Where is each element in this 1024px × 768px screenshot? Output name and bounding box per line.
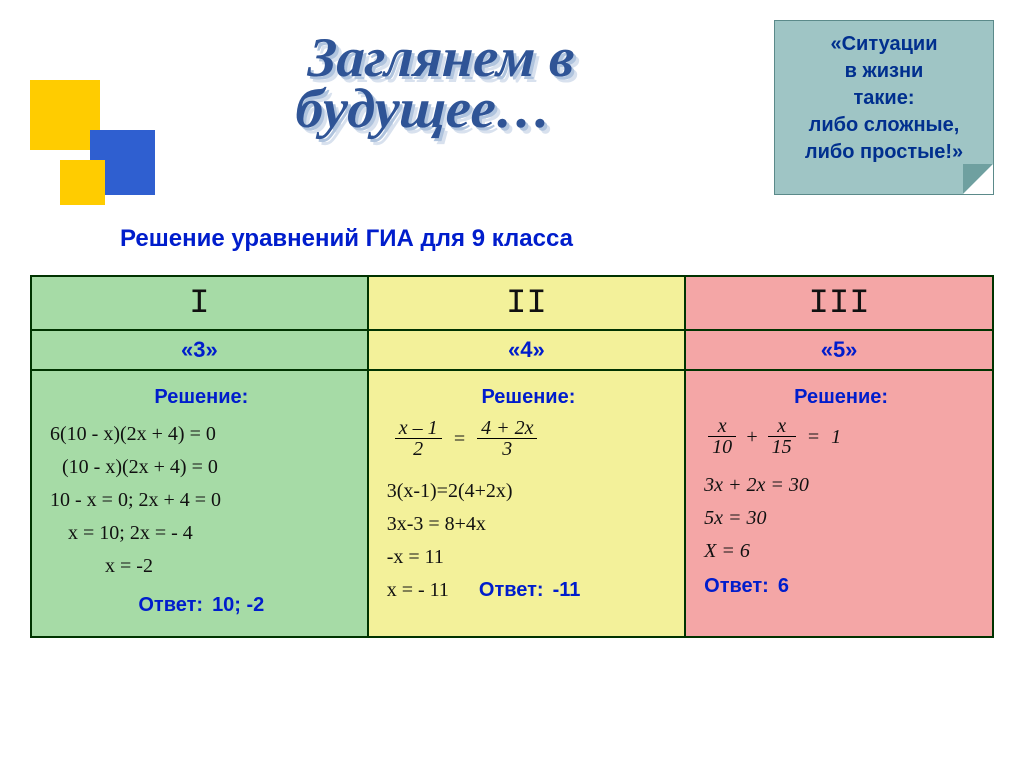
eq-line: -x = 11 (387, 541, 670, 574)
wordart-line2: будущее… (117, 81, 720, 137)
wordart-title: Заглянем в будущее… (117, 30, 723, 137)
decor-square-3 (60, 160, 105, 205)
table-row-solution: Решение: 6(10 - x)(2x + 4) = 0 (10 - x)(… (31, 370, 993, 637)
eq-line: (10 - x)(2x + 4) = 0 (50, 451, 353, 484)
eq-line: 10 - x = 0; 2x + 4 = 0 (50, 484, 353, 517)
solution-label: Решение: (50, 381, 353, 414)
roman-3: III (686, 277, 992, 329)
eq-line: x = -2 (50, 550, 353, 583)
quote-note: «Ситуации в жизни такие: либо сложные, л… (774, 20, 994, 195)
roman-2: II (369, 277, 684, 329)
grade-3: «5» (686, 331, 992, 369)
table-row-roman: I II III (31, 276, 993, 330)
eq-line: 5x = 30 (704, 502, 978, 535)
solution-label: Решение: (387, 381, 670, 414)
solution-2: Решение: x – 12 = 4 + 2x3 3(x-1)=2(4+2x)… (369, 371, 684, 621)
answer-label: Ответ: (138, 594, 203, 616)
solutions-table: I II III «3» «4» «5» Решение: 6(10 - x)(… (30, 275, 994, 638)
grade-1: «3» (32, 331, 367, 369)
eq-line: x = 10; 2x = - 4 (50, 517, 353, 550)
roman-1: I (32, 277, 367, 329)
eq-line: 3x + 2x = 30 (704, 469, 978, 502)
eq-line: 3x-3 = 8+4x (387, 508, 670, 541)
answer-value: -11 (553, 579, 581, 601)
frac-equation: x – 12 = 4 + 2x3 (395, 420, 670, 461)
answer-label: Ответ: (704, 575, 769, 597)
frac-equation: x10 + x15 = 1 (708, 418, 978, 459)
note-line: либо сложные, (785, 112, 983, 139)
eq-line: X = 6 (704, 535, 978, 568)
eq-line: x = - 11 Ответ: -11 (387, 574, 670, 607)
solution-3: Решение: x10 + x15 = 1 3x + 2x = 30 5x =… (686, 371, 992, 617)
eq-line: 6(10 - x)(2x + 4) = 0 (50, 418, 353, 451)
note-line: в жизни (785, 58, 983, 85)
note-corner-icon (963, 164, 993, 194)
answer-value: 6 (778, 575, 789, 597)
answer-value: 10; -2 (212, 594, 264, 616)
subtitle: Решение уравнений ГИА для 9 класса (120, 225, 573, 253)
solution-1: Решение: 6(10 - x)(2x + 4) = 0 (10 - x)(… (32, 371, 367, 636)
note-line: либо простые!» (785, 139, 983, 166)
note-line: такие: (785, 85, 983, 112)
answer-label: Ответ: (479, 579, 544, 601)
note-line: «Ситуации (785, 31, 983, 58)
grade-2: «4» (369, 331, 684, 369)
eq-line: 3(x-1)=2(4+2x) (387, 475, 670, 508)
table-row-grade: «3» «4» «5» (31, 330, 993, 370)
solution-label: Решение: (704, 381, 978, 414)
